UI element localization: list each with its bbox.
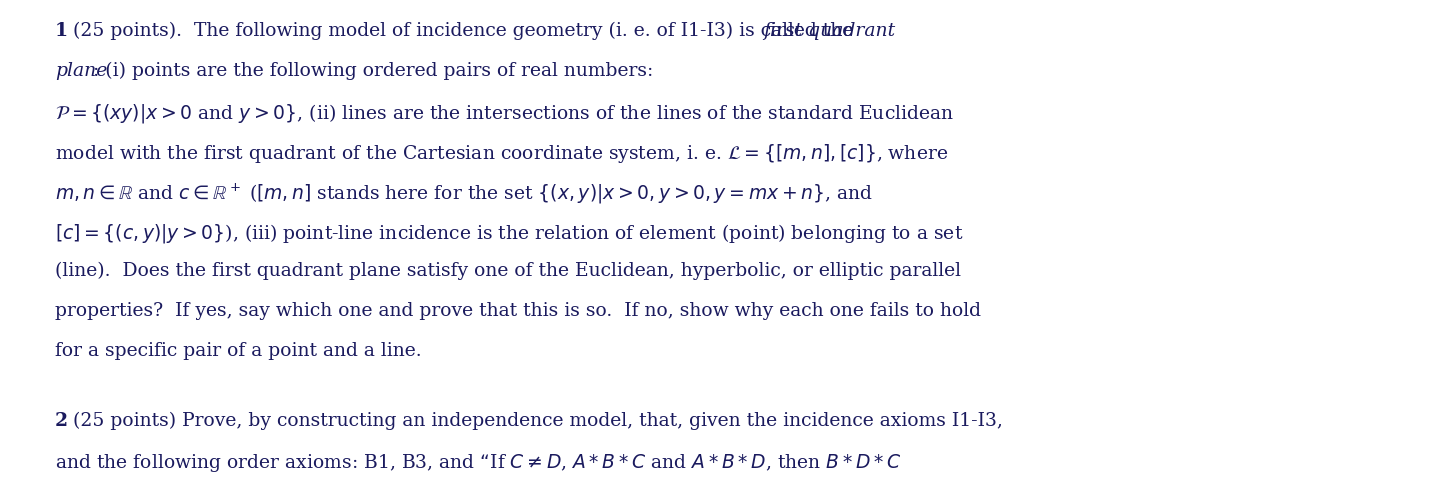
Text: 2: 2	[55, 412, 68, 430]
Text: model with the first quadrant of the Cartesian coordinate system, i. e. $\mathca: model with the first quadrant of the Car…	[55, 142, 948, 165]
Text: for a specific pair of a point and a line.: for a specific pair of a point and a lin…	[55, 342, 422, 360]
Text: 1: 1	[55, 22, 68, 40]
Text: first quadrant: first quadrant	[763, 22, 896, 40]
Text: $m, n \in \mathbb{R}$ and $c \in \mathbb{R}^+$ ($[m, n]$ stands here for the set: $m, n \in \mathbb{R}$ and $c \in \mathbb…	[55, 182, 873, 206]
Text: (25 points) Prove, by constructing an independence model, that, given the incide: (25 points) Prove, by constructing an in…	[68, 412, 1002, 430]
Text: plane: plane	[55, 62, 108, 80]
Text: properties?  If yes, say which one and prove that this is so.  If no, show why e: properties? If yes, say which one and pr…	[55, 302, 981, 320]
Text: : (i) points are the following ordered pairs of real numbers:: : (i) points are the following ordered p…	[94, 62, 654, 80]
Text: $\mathcal{P} = \{(xy)|x > 0$ and $y > 0\}$, (ii) lines are the intersections of : $\mathcal{P} = \{(xy)|x > 0$ and $y > 0\…	[55, 102, 955, 125]
Text: $[c] = \{(c, y)|y > 0\}$), (iii) point-line incidence is the relation of element: $[c] = \{(c, y)|y > 0\}$), (iii) point-l…	[55, 222, 963, 245]
Text: (25 points).  The following model of incidence geometry (i. e. of I1-I3) is call: (25 points). The following model of inci…	[68, 22, 860, 40]
Text: and the following order axioms: B1, B3, and “If $C \neq D$, $A * B * C$ and $A *: and the following order axioms: B1, B3, …	[55, 452, 901, 474]
Text: (line).  Does the first quadrant plane satisfy one of the Euclidean, hyperbolic,: (line). Does the first quadrant plane sa…	[55, 262, 960, 280]
